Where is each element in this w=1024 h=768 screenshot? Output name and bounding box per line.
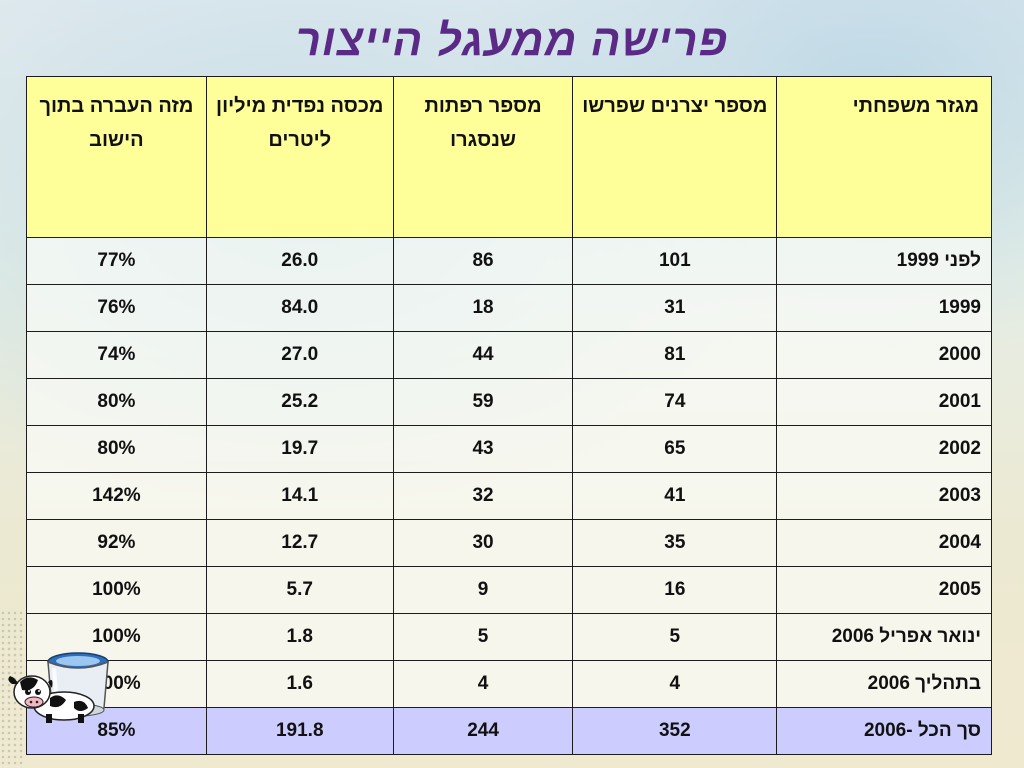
cell-farms: 4 [392, 660, 574, 708]
cell-quota: 14.1 [205, 472, 394, 520]
cell-producers: 16 [572, 566, 778, 614]
cell-transfer: 80% [26, 378, 207, 426]
cell-quota: 25.2 [205, 378, 394, 426]
table-row: 2002 65 43 19.7 80% [26, 425, 992, 473]
cell-producers: 35 [572, 519, 778, 567]
table-row: 2000 81 44 27.0 74% [26, 331, 992, 379]
table-row: 2003 41 32 14.1 142% [26, 472, 992, 520]
page-title: פרישה ממעגל הייצור [295, 16, 729, 65]
cell-sector: לפני 1999 [776, 237, 992, 285]
cell-transfer: 74% [26, 331, 207, 379]
cell-sector: 2001 [776, 378, 992, 426]
cell-farms: 18 [392, 284, 574, 332]
cell-sector: 2005 [776, 566, 992, 614]
cell-farms: 43 [392, 425, 574, 473]
cell-producers: 5 [572, 613, 778, 661]
cell-farms: 30 [392, 519, 574, 567]
cell-producers: 4 [572, 660, 778, 708]
cell-farms: 59 [392, 378, 574, 426]
cell-quota-total: 191.8 [205, 707, 394, 755]
cell-quota: 27.0 [205, 331, 394, 379]
cell-quota: 26.0 [205, 237, 394, 285]
header-farms-closed: מספר רפתות שנסגרו [392, 76, 574, 238]
cell-sector: 2002 [776, 425, 992, 473]
table-row: 2005 16 9 5.7 100% [26, 566, 992, 614]
cell-transfer: 142% [26, 472, 207, 520]
cell-quota: 1.6 [205, 660, 394, 708]
cell-farms: 5 [392, 613, 574, 661]
cell-quota: 1.8 [205, 613, 394, 661]
cell-sector: 1999 [776, 284, 992, 332]
cell-farms: 9 [392, 566, 574, 614]
table-row: 1999 31 18 84.0 76% [26, 284, 992, 332]
cell-farms: 44 [392, 331, 574, 379]
cell-quota: 84.0 [205, 284, 394, 332]
cell-quota: 19.7 [205, 425, 394, 473]
cell-sector: ינואר אפריל 2006 [776, 613, 992, 661]
cell-transfer: 92% [26, 519, 207, 567]
cell-transfer: 80% [26, 425, 207, 473]
cell-transfer: 100% [26, 613, 207, 661]
cell-transfer: 76% [26, 284, 207, 332]
cell-producers: 81 [572, 331, 778, 379]
header-producers-retired: מספר יצרנים שפרשו [572, 76, 778, 238]
cell-producers: 31 [572, 284, 778, 332]
cell-quota: 5.7 [205, 566, 394, 614]
table-row: 2004 35 30 12.7 92% [26, 519, 992, 567]
table-header-row: מגזר משפחתי מספר יצרנים שפרשו מספר רפתות… [26, 76, 992, 238]
table-row: 2001 74 59 25.2 80% [26, 378, 992, 426]
cell-producers: 65 [572, 425, 778, 473]
cell-sector-total: סך הכל -2006 [776, 707, 992, 755]
table-row: ינואר אפריל 2006 5 5 1.8 100% [26, 613, 992, 661]
cell-sector: בתהליך 2006 [776, 660, 992, 708]
cell-transfer: 100% [26, 566, 207, 614]
cell-farms-total: 244 [392, 707, 574, 755]
cell-producers: 101 [572, 237, 778, 285]
cell-transfer: 77% [26, 237, 207, 285]
cell-producers-total: 352 [572, 707, 778, 755]
header-family-sector: מגזר משפחתי [776, 76, 992, 238]
header-quota-redeemed: מכסה נפדית מיליון ליטרים [205, 76, 394, 238]
cell-producers: 74 [572, 378, 778, 426]
cell-sector: 2004 [776, 519, 992, 567]
cow-with-milk-can-icon [8, 652, 109, 723]
table-row: לפני 1999 101 86 26.0 77% [26, 237, 992, 285]
cell-quota: 12.7 [205, 519, 394, 567]
header-internal-transfer: מזה העברה בתוך הישוב [26, 76, 207, 238]
cell-sector: 2003 [776, 472, 992, 520]
table-total-row: סך הכל -2006 352 244 191.8 85% [26, 707, 992, 755]
table-row: בתהליך 2006 4 4 1.6 100% [26, 660, 992, 708]
cell-sector: 2000 [776, 331, 992, 379]
cell-farms: 32 [392, 472, 574, 520]
cell-producers: 41 [572, 472, 778, 520]
cell-farms: 86 [392, 237, 574, 285]
retirement-table: מגזר משפחתי מספר יצרנים שפרשו מספר רפתות… [26, 76, 992, 755]
